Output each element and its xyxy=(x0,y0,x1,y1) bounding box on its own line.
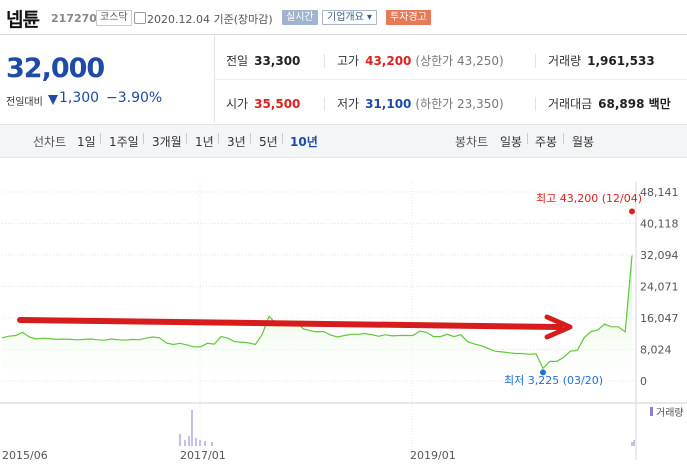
divider xyxy=(535,54,536,68)
price-chart: 48,141 40,118 32,094 24,071 16,047 8,024 0 201… xyxy=(0,182,687,462)
period-3m[interactable]: 3개월 xyxy=(152,135,182,149)
divider xyxy=(324,97,325,111)
y-tick-label: 40,118 xyxy=(640,218,679,231)
high-label: 고가 xyxy=(337,54,360,68)
price-area xyxy=(2,255,632,381)
period-10y[interactable]: 10년 xyxy=(290,135,318,149)
company-overview-button[interactable]: 기업개요 ▾ xyxy=(322,10,377,25)
current-price: 32,000 xyxy=(6,53,105,84)
period-5y[interactable]: 5년 xyxy=(259,135,278,149)
volume-label: 거래량 xyxy=(548,54,582,68)
lower-limit: (하한가 23,350) xyxy=(415,97,504,111)
upper-limit: (상한가 43,250) xyxy=(415,54,504,68)
price-line xyxy=(1,255,633,370)
high-value: 43,200 xyxy=(365,54,412,68)
candle-daily[interactable]: 일봉 xyxy=(500,135,523,149)
stock-code: 217270 xyxy=(51,12,97,25)
prev-close-label: 전일 xyxy=(226,54,249,68)
low-cell: 저가 31,100 (하한가 23,350) xyxy=(337,95,504,112)
amount-label: 거래대금 xyxy=(548,97,593,111)
y-tick-label: 32,094 xyxy=(640,249,679,262)
market-badge: 코스닥 xyxy=(96,10,132,26)
realtime-button[interactable]: 실시간 xyxy=(282,10,318,25)
high-cell: 고가 43,200 (상한가 43,250) xyxy=(337,52,504,69)
x-tick-label: 2019/01 xyxy=(410,449,456,462)
candle-chart-label: 봉차트 xyxy=(455,135,489,149)
period-3y[interactable]: 3년 xyxy=(227,135,246,149)
change-percent: −3.90% xyxy=(106,90,163,106)
open-label: 시가 xyxy=(226,97,249,111)
investment-warning-badge[interactable]: 투자경고 xyxy=(386,10,431,25)
period-1d[interactable]: 1일 xyxy=(77,135,96,149)
amount-cell: 거래대금 68,898 백만 xyxy=(548,95,671,112)
divider xyxy=(535,97,536,111)
period-toolbar: 선차트 1일 1주일 3개월 1년 3년 5년 10년 봉차트 일봉 주봉 월봉 xyxy=(0,124,687,158)
period-1w[interactable]: 1주일 xyxy=(109,135,139,149)
prev-close-value: 33,300 xyxy=(254,54,301,68)
y-tick-label: 0 xyxy=(640,375,647,388)
date-text: 2020.12.04 기준(장마감) xyxy=(147,13,273,26)
candle-monthly[interactable]: 월봉 xyxy=(572,135,595,149)
candle-weekly[interactable]: 주봉 xyxy=(535,135,558,149)
volume-value: 1,961,533 xyxy=(587,54,655,68)
open-cell: 시가 35,500 xyxy=(226,95,300,112)
calendar-icon xyxy=(134,12,146,24)
prev-close-cell: 전일 33,300 xyxy=(226,52,300,69)
y-tick-label: 8,024 xyxy=(640,344,672,357)
price-block: 32,000 전일대비 1,300 −3.90% xyxy=(0,35,215,123)
annotation-arrow-head xyxy=(544,314,573,340)
stock-header: 넵튠 217270 코스닥 2020.12.04 기준(장마감) 실시간 기업개… xyxy=(0,0,687,35)
amount-value: 68,898 백만 xyxy=(598,97,671,111)
line-chart-label: 선차트 xyxy=(33,135,67,149)
down-triangle-icon xyxy=(48,95,58,105)
volume-legend-swatch xyxy=(650,407,653,416)
annotation-arrow-line xyxy=(17,317,563,330)
high-annotation: 최고 43,200 (12/04) xyxy=(536,192,642,205)
x-tick-label: 2017/01 xyxy=(180,449,226,462)
period-1y[interactable]: 1년 xyxy=(195,135,214,149)
high-marker xyxy=(629,208,635,215)
divider xyxy=(324,54,325,68)
y-tick-label: 24,071 xyxy=(640,281,679,294)
volume-cell: 거래량 1,961,533 xyxy=(548,52,655,69)
volume-legend: 거래량 xyxy=(656,407,684,419)
low-value: 31,100 xyxy=(365,97,412,111)
y-tick-label: 48,141 xyxy=(640,186,679,199)
low-label: 저가 xyxy=(337,97,360,111)
change-label: 전일대비 xyxy=(6,97,43,108)
low-annotation: 최저 3,225 (03/20) xyxy=(504,374,603,387)
open-value: 35,500 xyxy=(254,97,301,111)
y-tick-label: 16,047 xyxy=(640,312,679,325)
low-marker xyxy=(539,369,546,376)
x-tick-label: 2015/06 xyxy=(2,449,48,462)
change-value: 1,300 xyxy=(59,90,100,106)
row-divider xyxy=(215,79,687,80)
stock-name: 넵튠 xyxy=(6,9,40,31)
